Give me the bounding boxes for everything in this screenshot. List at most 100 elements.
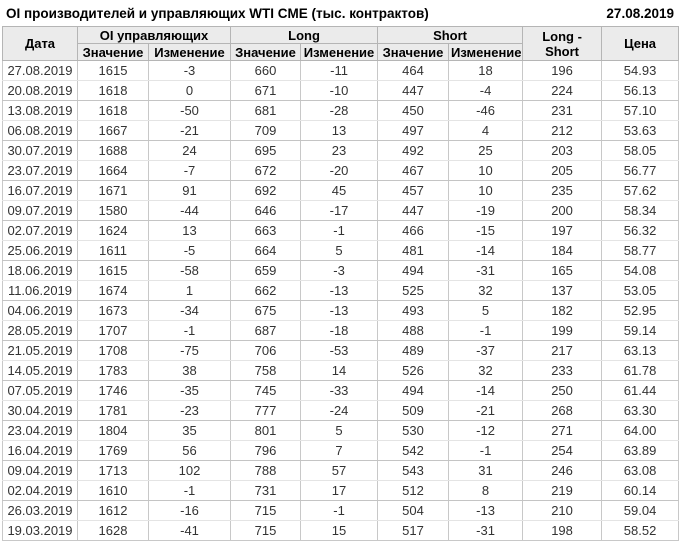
long-value-cell: 695 <box>230 140 302 161</box>
long-short-cell: 198 <box>522 520 603 541</box>
date-cell: 27.08.2019 <box>2 60 78 81</box>
oi-change-cell: -1 <box>147 320 232 341</box>
table-row: 20.08.2019 1618 0 671 -10 447 -4 224 56.13 <box>2 80 680 101</box>
price-cell: 61.44 <box>601 380 680 401</box>
price-cell: 58.05 <box>601 140 680 161</box>
short-change-cell: -31 <box>448 520 524 541</box>
oi-change-cell: -35 <box>147 380 232 401</box>
date-cell: 11.06.2019 <box>2 280 78 301</box>
col-group-oi-managers: OI управляющих <box>76 26 232 44</box>
long-value-cell: 745 <box>230 380 302 401</box>
col-subheader-long-value: Значение <box>230 43 302 61</box>
short-change-cell: 31 <box>448 460 524 481</box>
table-row: 06.08.2019 1667 -21 709 13 497 4 212 53.63 <box>2 120 680 141</box>
col-group-long: Long <box>230 26 379 44</box>
long-short-cell: 137 <box>522 280 603 301</box>
date-cell: 30.07.2019 <box>2 140 78 161</box>
short-value-cell: 530 <box>377 420 450 441</box>
short-value-cell: 525 <box>377 280 450 301</box>
long-value-cell: 777 <box>230 400 302 421</box>
oi-value-cell: 1674 <box>77 280 149 301</box>
oi-change-cell: -41 <box>147 520 232 541</box>
long-change-cell: -24 <box>300 400 379 421</box>
oi-change-cell: -34 <box>147 300 232 321</box>
oi-value-cell: 1671 <box>77 180 149 201</box>
price-cell: 56.13 <box>601 80 680 101</box>
date-cell: 23.07.2019 <box>2 160 78 181</box>
short-value-cell: 512 <box>377 480 450 501</box>
table-row: 04.06.2019 1673 -34 675 -13 493 5 182 52.95 <box>2 300 680 321</box>
oi-change-cell: 102 <box>147 460 232 481</box>
long-short-cell: 219 <box>522 480 603 501</box>
long-value-cell: 659 <box>230 260 302 281</box>
oi-value-cell: 1612 <box>77 500 149 521</box>
long-short-cell: 246 <box>522 460 603 481</box>
oi-change-cell: 0 <box>147 80 232 101</box>
date-cell: 26.03.2019 <box>2 500 78 521</box>
long-short-cell: 233 <box>522 360 603 381</box>
price-cell: 59.14 <box>601 320 680 341</box>
long-change-cell: -53 <box>300 340 379 361</box>
long-short-cell: 250 <box>522 380 603 401</box>
long-change-cell: 17 <box>300 480 379 501</box>
price-cell: 64.00 <box>601 420 680 441</box>
oi-value-cell: 1708 <box>77 340 149 361</box>
long-value-cell: 758 <box>230 360 302 381</box>
short-value-cell: 492 <box>377 140 450 161</box>
long-short-cell: 184 <box>522 240 603 261</box>
oi-change-cell: 35 <box>147 420 232 441</box>
long-value-cell: 663 <box>230 220 302 241</box>
short-change-cell: 8 <box>448 480 524 501</box>
oi-value-cell: 1624 <box>77 220 149 241</box>
short-value-cell: 526 <box>377 360 450 381</box>
price-cell: 63.30 <box>601 400 680 421</box>
date-cell: 16.07.2019 <box>2 180 78 201</box>
short-value-cell: 504 <box>377 500 450 521</box>
short-value-cell: 481 <box>377 240 450 261</box>
date-cell: 04.06.2019 <box>2 300 78 321</box>
oi-value-cell: 1783 <box>77 360 149 381</box>
long-short-cell: 197 <box>522 220 603 241</box>
short-change-cell: 4 <box>448 120 524 141</box>
date-cell: 21.05.2019 <box>2 340 78 361</box>
short-change-cell: -1 <box>448 320 524 341</box>
long-short-cell: 212 <box>522 120 603 141</box>
long-short-cell: 268 <box>522 400 603 421</box>
long-change-cell: -3 <box>300 260 379 281</box>
long-short-cell: 199 <box>522 320 603 341</box>
oi-change-cell: -23 <box>147 400 232 421</box>
long-value-cell: 731 <box>230 480 302 501</box>
short-change-cell: 5 <box>448 300 524 321</box>
long-change-cell: 7 <box>300 440 379 461</box>
oi-change-cell: -21 <box>147 120 232 141</box>
short-value-cell: 447 <box>377 200 450 221</box>
short-change-cell: -13 <box>448 500 524 521</box>
long-short-cell: 210 <box>522 500 603 521</box>
short-change-cell: -31 <box>448 260 524 281</box>
long-short-cell: 205 <box>522 160 603 181</box>
oi-value-cell: 1769 <box>77 440 149 461</box>
price-cell: 63.13 <box>601 340 680 361</box>
short-change-cell: 18 <box>448 60 524 81</box>
col-subheader-oi-value: Значение <box>77 43 149 61</box>
oi-change-cell: -16 <box>147 500 232 521</box>
table-row: 30.07.2019 1688 24 695 23 492 25 203 58.05 <box>2 140 680 161</box>
price-cell: 52.95 <box>601 300 680 321</box>
oi-table: Дата OI управляющих Long Short Long - Sh… <box>2 26 680 541</box>
table-row: 14.05.2019 1783 38 758 14 526 32 233 61.78 <box>2 360 680 381</box>
short-value-cell: 494 <box>377 260 450 281</box>
oi-value-cell: 1611 <box>77 240 149 261</box>
short-value-cell: 489 <box>377 340 450 361</box>
short-value-cell: 450 <box>377 100 450 121</box>
short-value-cell: 494 <box>377 380 450 401</box>
short-value-cell: 493 <box>377 300 450 321</box>
long-change-cell: -13 <box>300 280 379 301</box>
table-row: 07.05.2019 1746 -35 745 -33 494 -14 250 61.44 <box>2 380 680 401</box>
long-change-cell: 14 <box>300 360 379 381</box>
oi-change-cell: -50 <box>147 100 232 121</box>
price-cell: 57.10 <box>601 100 680 121</box>
col-header-price: Цена <box>601 26 680 61</box>
long-change-cell: 5 <box>300 240 379 261</box>
col-header-long-short: Long - Short <box>522 26 603 61</box>
long-short-cell: 165 <box>522 260 603 281</box>
